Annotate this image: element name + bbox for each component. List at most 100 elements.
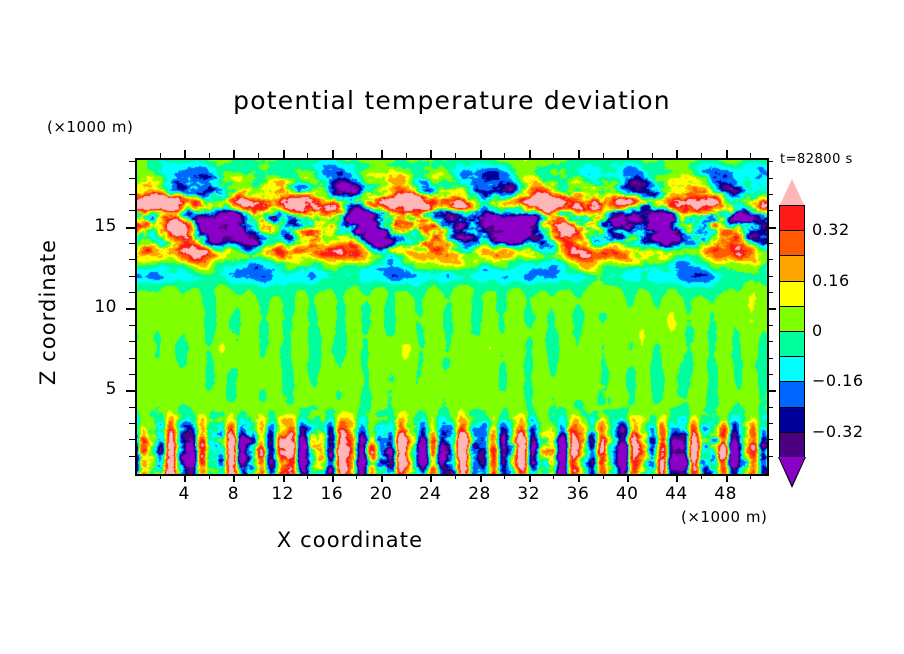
- x-minor-tick: [159, 474, 161, 479]
- x-minor-tick: [651, 474, 653, 479]
- y-tick-label: 5: [105, 379, 117, 400]
- y-tick-mark-right: [767, 390, 776, 393]
- y-minor-tick-right: [767, 193, 773, 195]
- colorbar-tick-label: 0: [812, 321, 823, 340]
- x-tick-mark-top: [676, 150, 679, 158]
- x-axis-label: X coordinate: [276, 528, 424, 552]
- y-tick-mark-right: [767, 226, 776, 229]
- x-tick-mark-top: [479, 150, 482, 158]
- x-minor-tick: [454, 474, 456, 479]
- x-tick-mark-top: [725, 150, 728, 158]
- x-tick-mark: [331, 474, 334, 482]
- colorbar-tick-label: 0.16: [812, 270, 850, 290]
- y-minor-tick: [129, 439, 135, 441]
- x-minor-tick-top: [356, 153, 358, 158]
- x-tick-label: 48: [714, 484, 737, 504]
- contour-field-canvas: [137, 160, 767, 474]
- x-tick-label: 44: [665, 484, 688, 504]
- x-tick-mark-top: [528, 150, 531, 158]
- colorbar: [777, 176, 807, 505]
- y-minor-tick: [129, 422, 135, 424]
- y-minor-tick: [129, 275, 135, 277]
- y-minor-tick: [129, 341, 135, 343]
- x-tick-mark: [528, 474, 531, 482]
- x-tick-mark-top: [430, 150, 433, 158]
- x-minor-tick: [701, 474, 703, 479]
- colorbar-tick-label: −0.32: [812, 421, 864, 441]
- x-tick-label: 16: [320, 484, 344, 504]
- colorbar-band: [779, 356, 805, 383]
- x-tick-mark: [233, 474, 236, 482]
- x-tick-mark: [627, 474, 630, 482]
- colorbar-tick-label: −0.16: [812, 371, 864, 391]
- x-tick-label: 12: [271, 484, 294, 504]
- contour-plot-area: [135, 158, 769, 476]
- x-tick-mark: [577, 474, 580, 482]
- y-tick-label: 15: [94, 215, 117, 236]
- colorbar-band: [779, 255, 805, 283]
- x-tick-mark-top: [381, 150, 384, 158]
- time-annotation: t=82800 s: [780, 152, 853, 167]
- x-minor-tick: [307, 474, 309, 479]
- y-tick-mark-right: [767, 308, 776, 311]
- y-minor-tick: [129, 259, 135, 261]
- x-tick-mark-top: [233, 150, 236, 158]
- x-tick-mark: [430, 474, 433, 482]
- colorbar-band: [779, 381, 805, 409]
- x-minor-tick: [258, 474, 260, 479]
- x-tick-label: 36: [566, 484, 590, 504]
- x-tick-mark: [725, 474, 728, 482]
- x-minor-tick-top: [602, 153, 604, 158]
- y-minor-tick: [129, 324, 135, 326]
- x-minor-tick-top: [750, 153, 752, 158]
- x-minor-tick-top: [208, 153, 210, 158]
- x-tick-mark-top: [282, 150, 285, 158]
- y-minor-tick: [129, 193, 135, 195]
- y-minor-tick-right: [767, 243, 773, 245]
- y-minor-tick: [129, 161, 135, 163]
- y-minor-tick-right: [767, 406, 773, 408]
- y-minor-tick-right: [767, 259, 773, 261]
- x-tick-mark-top: [627, 150, 630, 158]
- x-minor-tick-top: [307, 153, 309, 158]
- y-axis-units-label: (×1000 m): [47, 118, 134, 136]
- y-minor-tick-right: [767, 373, 773, 375]
- y-minor-tick: [129, 373, 135, 375]
- y-minor-tick-right: [767, 161, 773, 163]
- x-minor-tick-top: [701, 153, 703, 158]
- x-tick-label: 24: [418, 484, 442, 504]
- y-minor-tick-right: [767, 439, 773, 441]
- chart-title: potential temperature deviation: [233, 86, 671, 115]
- x-minor-tick-top: [405, 153, 407, 158]
- y-minor-tick-right: [767, 357, 773, 359]
- x-tick-mark: [282, 474, 285, 482]
- y-minor-tick-right: [767, 324, 773, 326]
- x-tick-mark-top: [184, 150, 187, 158]
- colorbar-band: [779, 280, 805, 308]
- y-minor-tick: [129, 210, 135, 212]
- x-tick-label: 8: [227, 484, 240, 504]
- x-minor-tick: [602, 474, 604, 479]
- colorbar-tick-label: 0.32: [812, 220, 850, 240]
- x-minor-tick: [750, 474, 752, 479]
- y-minor-tick-right: [767, 341, 773, 343]
- x-tick-label: 40: [615, 484, 639, 504]
- x-tick-mark-top: [577, 150, 580, 158]
- x-tick-mark: [676, 474, 679, 482]
- colorbar-band: [779, 331, 805, 358]
- x-tick-label: 32: [517, 484, 541, 504]
- y-tick-label: 10: [94, 297, 117, 318]
- x-minor-tick: [553, 474, 555, 479]
- colorbar-band: [779, 305, 805, 333]
- y-minor-tick: [129, 177, 135, 179]
- x-minor-tick: [504, 474, 506, 479]
- y-tick-mark: [126, 308, 135, 311]
- y-tick-mark: [126, 226, 135, 229]
- y-minor-tick-right: [767, 275, 773, 277]
- y-minor-tick-right: [767, 177, 773, 179]
- x-tick-label: 20: [369, 484, 393, 504]
- y-minor-tick-right: [767, 422, 773, 424]
- x-minor-tick-top: [258, 153, 260, 158]
- colorbar-top-cap: [779, 179, 805, 207]
- x-minor-tick-top: [553, 153, 555, 158]
